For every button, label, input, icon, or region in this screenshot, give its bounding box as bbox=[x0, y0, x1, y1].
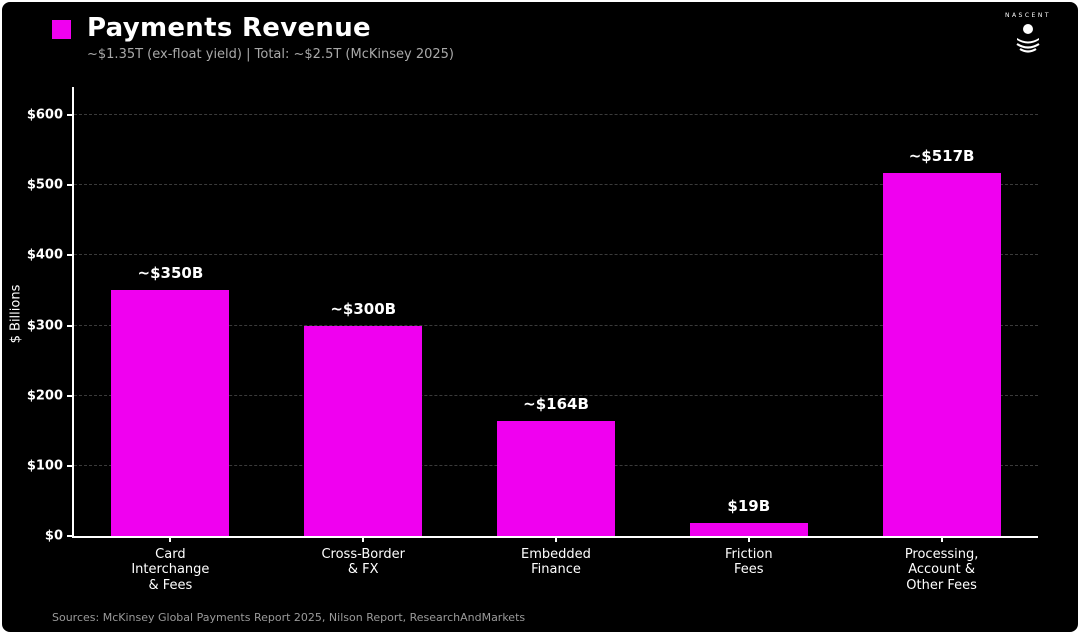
gridline bbox=[74, 184, 1038, 186]
x-tick-mark bbox=[169, 536, 172, 542]
bar bbox=[882, 173, 1001, 536]
x-category-label: Friction Fees bbox=[725, 547, 773, 578]
y-tick-label: $400 bbox=[26, 247, 63, 263]
bar-chart: $0 $100 $200 $300 $400 $500 $600 ~$350B Card Int… bbox=[27, 87, 1038, 593]
bar-value-label: $19B bbox=[727, 496, 771, 515]
y-tick-mark bbox=[67, 394, 74, 397]
nascent-logo-icon bbox=[1004, 22, 1052, 58]
bar bbox=[497, 420, 615, 536]
bar bbox=[304, 325, 423, 536]
chart-subtitle: ~$1.35T (ex-float yield) | Total: ~$2.5T… bbox=[87, 46, 454, 62]
y-tick-mark bbox=[67, 464, 74, 467]
y-tick-mark bbox=[67, 254, 74, 257]
nascent-logo: NASCENT bbox=[1004, 12, 1052, 58]
x-category-label: Cross-Border & FX bbox=[321, 547, 405, 578]
bar-value-label: ~$164B bbox=[523, 394, 589, 413]
legend-swatch bbox=[52, 20, 71, 39]
gridline bbox=[74, 114, 1038, 116]
bar-value-label: ~$300B bbox=[330, 299, 397, 318]
bar bbox=[689, 522, 808, 536]
title-block: Payments Revenue ~$1.35T (ex-float yield… bbox=[87, 14, 454, 62]
x-category-label: Card Interchange & Fees bbox=[131, 547, 210, 593]
plot-area: $0 $100 $200 $300 $400 $500 $600 ~$350B Card Int… bbox=[27, 87, 1038, 593]
y-tick-label: $500 bbox=[26, 177, 63, 193]
y-tick-mark bbox=[67, 324, 74, 327]
x-category-label: Embedded Finance bbox=[521, 547, 591, 578]
y-tick-label: $0 bbox=[44, 528, 63, 544]
gridline bbox=[74, 324, 1038, 326]
bar-value-label: ~$517B bbox=[908, 147, 975, 166]
gridline bbox=[74, 254, 1038, 256]
bar-value-label: ~$350B bbox=[137, 264, 204, 283]
y-tick-label: $600 bbox=[26, 107, 63, 123]
x-category-label: Processing, Account & Other Fees bbox=[904, 547, 979, 593]
x-tick-mark bbox=[940, 536, 943, 542]
y-tick-label: $300 bbox=[26, 318, 63, 334]
bar bbox=[111, 290, 230, 536]
sources-note: Sources: McKinsey Global Payments Report… bbox=[52, 611, 526, 624]
y-tick-mark bbox=[67, 114, 74, 117]
y-tick-mark bbox=[67, 535, 74, 537]
x-tick-mark bbox=[747, 536, 750, 542]
x-tick-mark bbox=[555, 536, 557, 542]
y-tick-label: $200 bbox=[26, 388, 63, 404]
y-tick-label: $100 bbox=[26, 458, 63, 474]
nascent-logo-text: NASCENT bbox=[1004, 12, 1052, 19]
x-tick-mark bbox=[362, 536, 365, 542]
y-axis-label: $ Billions bbox=[8, 284, 24, 344]
gridline bbox=[74, 394, 1038, 396]
chart-header: Payments Revenue ~$1.35T (ex-float yield… bbox=[52, 14, 454, 62]
y-tick-mark bbox=[67, 184, 74, 187]
chart-title: Payments Revenue bbox=[87, 13, 371, 43]
